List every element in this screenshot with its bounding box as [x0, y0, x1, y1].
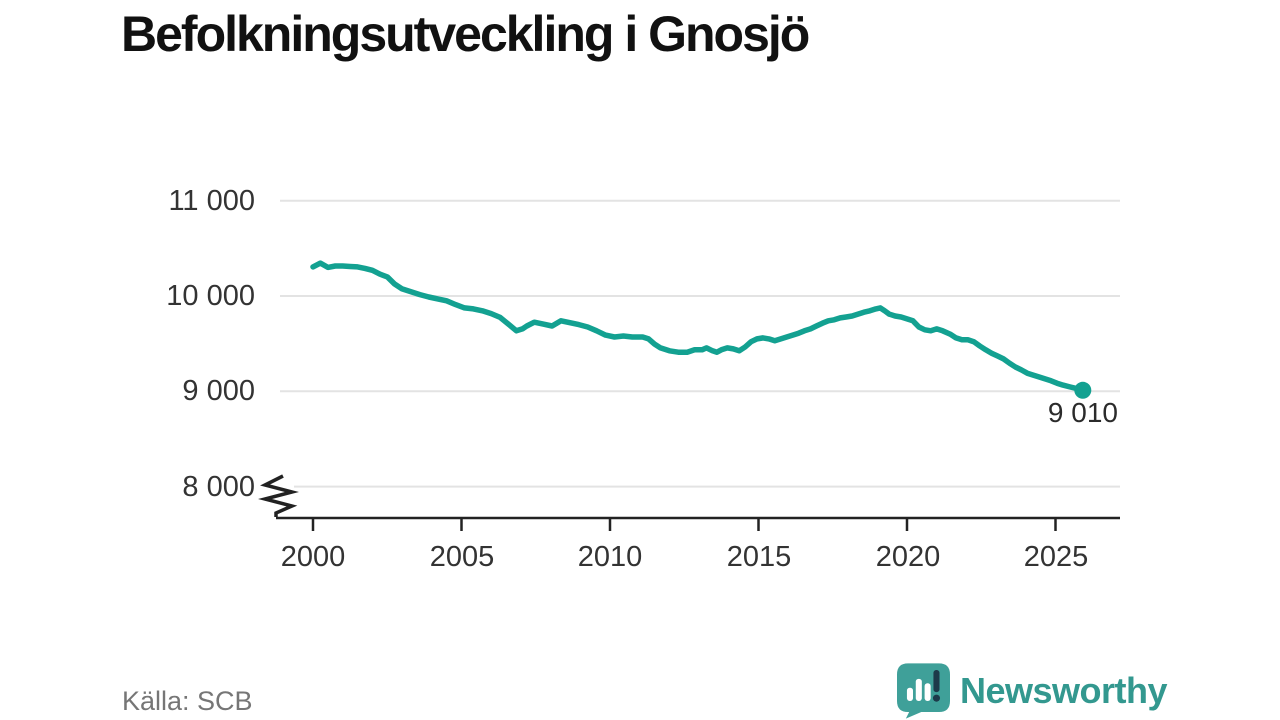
logo-exclamation-icon	[933, 670, 940, 693]
chart-title: Befolkningsutveckling i Gnosjö	[121, 6, 810, 62]
x-axis-tick-label: 2005	[429, 541, 495, 573]
newsworthy-branding: Newsworthy	[897, 663, 1168, 719]
source-note: Källa: SCB	[122, 686, 253, 716]
x-axis-tick-label: 2025	[1023, 541, 1089, 573]
y-axis-tick-label: 9 000	[182, 375, 255, 407]
population-series-line	[310, 260, 1086, 394]
x-axis-tick-label: 2010	[577, 541, 643, 573]
logo-bar-icon	[924, 683, 931, 701]
y-axis-tick-label: 10 000	[166, 280, 255, 312]
endpoint-value-label: 9 010	[1047, 397, 1118, 428]
logo-bar-icon	[915, 678, 922, 701]
x-axis-tick-label: 2015	[726, 541, 792, 573]
newsworthy-logo-icon	[897, 663, 950, 719]
x-axis-tick-label: 2020	[875, 541, 941, 573]
axis-break-icon	[258, 474, 299, 517]
endpoint-marker	[1074, 381, 1092, 399]
x-axis-tick-label: 2000	[280, 541, 346, 573]
logo-bar-icon	[906, 687, 914, 701]
y-axis-tick-label: 11 000	[168, 185, 255, 217]
newsworthy-wordmark: Newsworthy	[960, 670, 1168, 711]
y-axis-tick-label: 8 000	[182, 471, 255, 503]
